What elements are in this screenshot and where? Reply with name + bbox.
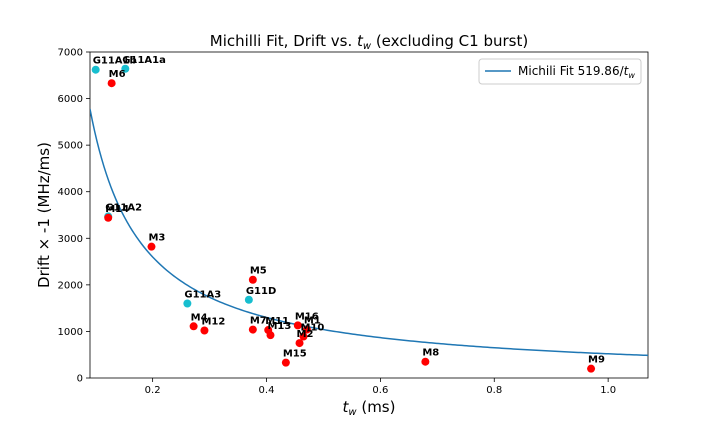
- x-tick-label: 0.2: [145, 385, 161, 396]
- data-point-label: M4: [191, 312, 208, 323]
- data-point: [107, 79, 116, 88]
- data-point-label: M16: [295, 311, 319, 322]
- data-point-label: M1: [304, 316, 321, 327]
- data-point: [189, 322, 198, 331]
- y-tick-label: 6000: [58, 94, 83, 105]
- data-point-label: M6: [109, 69, 126, 80]
- data-point: [121, 64, 130, 73]
- data-point: [281, 358, 290, 367]
- data-point-label: M12: [201, 316, 225, 327]
- data-point-label: M15: [283, 349, 307, 360]
- data-point: [183, 299, 192, 308]
- data-point: [147, 242, 156, 251]
- data-point-label: M5: [250, 266, 267, 277]
- data-point-label: G11A2: [105, 202, 142, 213]
- data-point-label: G11A1b: [93, 56, 137, 67]
- chart-title: Michilli Fit, Drift vs. tw (excluding C1…: [210, 32, 528, 52]
- data-point-label: M8: [422, 348, 439, 359]
- y-tick-label: 0: [77, 374, 83, 385]
- data-point: [421, 357, 430, 366]
- data-point: [91, 65, 100, 74]
- x-tick-label: 0.6: [372, 385, 388, 396]
- x-tick-label: 0.4: [259, 385, 275, 396]
- legend-box: [478, 58, 642, 85]
- data-point-label: M13: [267, 321, 291, 332]
- data-point-label: G11D: [246, 286, 276, 297]
- data-point: [248, 275, 257, 284]
- x-tick-label: 0.8: [486, 385, 502, 396]
- y-tick-label: 7000: [58, 48, 83, 59]
- y-tick-label: 2000: [58, 280, 83, 291]
- data-point-label: M11: [265, 316, 289, 327]
- y-tick-label: 4000: [58, 187, 83, 198]
- data-point: [104, 213, 113, 222]
- data-point: [587, 364, 596, 373]
- legend-fit-label: Michili Fit 519.86/tw: [518, 64, 635, 80]
- data-points: [91, 64, 596, 373]
- data-point: [302, 325, 311, 334]
- data-point-label: M9: [588, 355, 605, 366]
- y-tick-label: 1000: [58, 327, 83, 338]
- data-point: [244, 295, 253, 304]
- y-tick-label: 3000: [58, 234, 83, 245]
- data-point-label: M7: [250, 316, 267, 327]
- legend: Michili Fit 519.86/tw: [478, 58, 642, 85]
- data-point-label: M14: [105, 204, 129, 215]
- data-point: [248, 325, 257, 334]
- data-point-label: M3: [148, 233, 165, 244]
- data-point: [266, 331, 275, 340]
- fit-curve: [90, 108, 648, 357]
- data-point-label: M10: [301, 323, 325, 334]
- plot-area: [89, 51, 649, 379]
- x-tick-label: 1.0: [600, 385, 616, 396]
- y-tick-label: 5000: [58, 141, 83, 152]
- data-point-label: G11A1a: [122, 55, 166, 66]
- data-point-label: G11A3: [184, 289, 221, 300]
- data-point: [299, 332, 308, 341]
- x-axis: 0.2 0.4 0.6 0.8 1.0: [145, 378, 616, 396]
- y-axis-label: Drift × -1 (MHz/ms): [35, 142, 53, 288]
- data-point: [295, 339, 304, 348]
- data-point: [293, 321, 302, 330]
- data-point: [200, 326, 209, 335]
- y-axis: 0 1000 2000 3000 4000 5000 6000 7000: [58, 48, 90, 385]
- x-axis-label: tw (ms): [343, 398, 396, 418]
- data-point-label: M2: [297, 329, 314, 340]
